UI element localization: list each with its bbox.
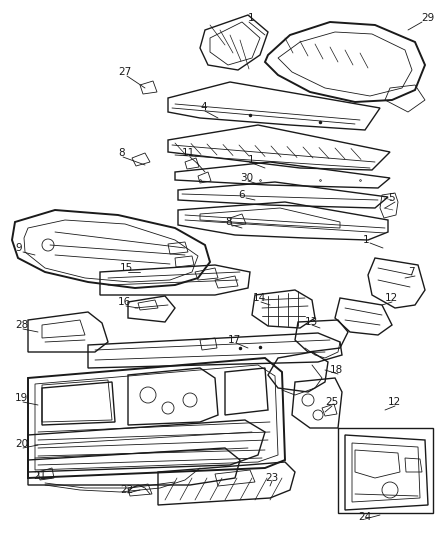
Text: 30: 30 (240, 173, 253, 183)
Text: 19: 19 (15, 393, 28, 403)
Bar (338, 428, 433, 513)
Text: 24: 24 (358, 512, 371, 522)
Text: 12: 12 (385, 293, 398, 303)
Text: 14: 14 (253, 293, 266, 303)
Text: 21: 21 (33, 471, 46, 481)
Text: 6: 6 (238, 190, 245, 200)
Text: 8: 8 (118, 148, 125, 158)
Text: 16: 16 (118, 297, 131, 307)
Text: 28: 28 (15, 320, 28, 330)
Text: 11: 11 (182, 148, 195, 158)
Text: 1: 1 (248, 155, 254, 165)
Text: 15: 15 (120, 263, 133, 273)
Text: 20: 20 (15, 439, 28, 449)
Text: 18: 18 (330, 365, 343, 375)
Text: 13: 13 (305, 317, 318, 327)
Text: 8: 8 (225, 217, 232, 227)
Text: 12: 12 (388, 397, 401, 407)
Text: 27: 27 (118, 67, 131, 77)
Text: 23: 23 (265, 473, 278, 483)
Text: 29: 29 (421, 13, 434, 23)
Text: 22: 22 (120, 485, 133, 495)
Text: 7: 7 (408, 267, 415, 277)
Text: 25: 25 (325, 397, 338, 407)
Text: 9: 9 (15, 243, 21, 253)
Text: 17: 17 (228, 335, 241, 345)
Text: 5: 5 (388, 193, 395, 203)
Text: 4: 4 (200, 102, 207, 112)
Text: 1: 1 (248, 13, 254, 23)
Text: 1: 1 (363, 235, 370, 245)
